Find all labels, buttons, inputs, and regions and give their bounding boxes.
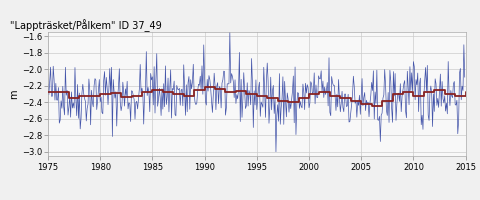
Y-axis label: m: m xyxy=(10,89,19,99)
Text: "Lappträsket/Pålkem" ID 37_49: "Lappträsket/Pålkem" ID 37_49 xyxy=(11,19,162,32)
